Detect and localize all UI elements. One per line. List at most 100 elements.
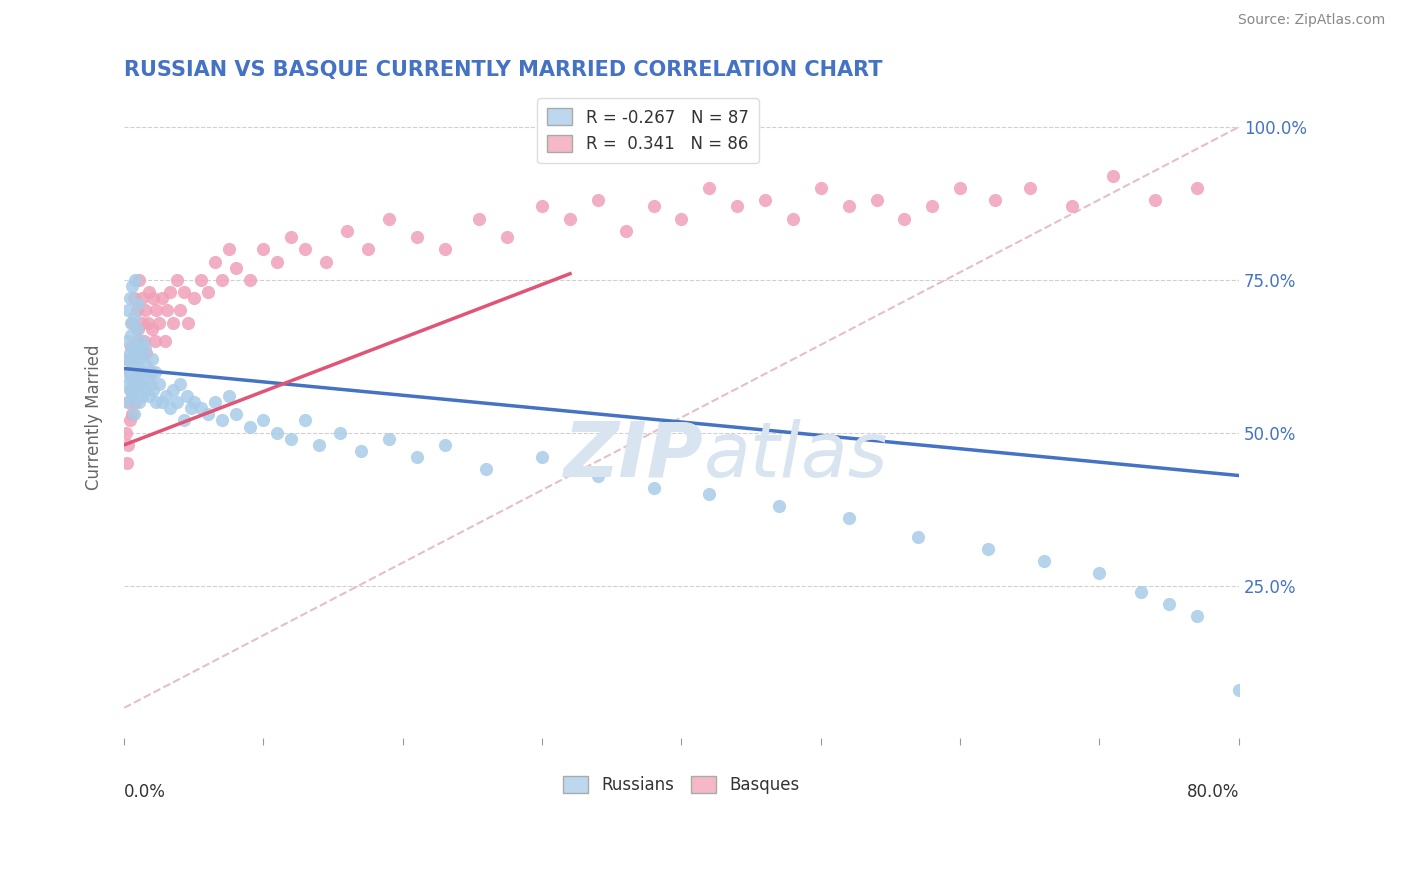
Point <box>252 413 274 427</box>
Point <box>148 316 170 330</box>
Point <box>124 352 146 367</box>
Point <box>135 346 157 360</box>
Point <box>1144 194 1167 208</box>
Point <box>127 322 149 336</box>
Point <box>136 316 159 330</box>
Point <box>120 327 142 342</box>
Point <box>162 316 184 330</box>
Point <box>143 365 166 379</box>
Point <box>127 297 149 311</box>
Point <box>907 530 929 544</box>
Point <box>128 273 150 287</box>
Point <box>145 395 167 409</box>
Point <box>134 303 156 318</box>
Point <box>1088 566 1111 581</box>
Point <box>643 481 665 495</box>
Point <box>131 291 153 305</box>
Point <box>173 285 195 299</box>
Point <box>121 389 143 403</box>
Point <box>183 395 205 409</box>
Point <box>115 376 138 391</box>
Point <box>125 334 148 348</box>
Point <box>117 395 139 409</box>
Point <box>238 273 260 287</box>
Point <box>125 303 148 318</box>
Point <box>166 273 188 287</box>
Point <box>405 230 427 244</box>
Point <box>697 181 720 195</box>
Point <box>131 346 153 360</box>
Point <box>139 365 162 379</box>
Point <box>984 194 1007 208</box>
Point <box>197 285 219 299</box>
Point <box>134 340 156 354</box>
Point <box>122 376 145 391</box>
Point <box>218 242 240 256</box>
Point <box>177 316 200 330</box>
Point <box>531 450 554 465</box>
Point <box>159 285 181 299</box>
Point <box>180 401 202 416</box>
Point <box>118 383 141 397</box>
Point <box>118 365 141 379</box>
Point <box>159 401 181 416</box>
Point <box>614 224 637 238</box>
Point <box>1102 169 1125 183</box>
Point <box>124 352 146 367</box>
Point <box>838 511 860 525</box>
Point <box>810 181 832 195</box>
Point <box>162 383 184 397</box>
Point <box>197 408 219 422</box>
Point <box>135 359 157 373</box>
Point <box>114 352 136 367</box>
Point <box>1060 199 1083 213</box>
Point <box>329 425 352 440</box>
Text: Source: ZipAtlas.com: Source: ZipAtlas.com <box>1237 13 1385 28</box>
Point <box>173 413 195 427</box>
Point <box>155 389 177 403</box>
Point <box>114 425 136 440</box>
Point <box>115 456 138 470</box>
Point <box>166 395 188 409</box>
Text: 0.0%: 0.0% <box>124 783 166 801</box>
Point <box>141 352 163 367</box>
Point <box>145 303 167 318</box>
Point <box>124 383 146 397</box>
Point <box>124 395 146 409</box>
Point <box>294 413 316 427</box>
Point <box>136 370 159 384</box>
Point <box>143 334 166 348</box>
Point <box>357 242 380 256</box>
Point <box>586 194 609 208</box>
Point <box>754 194 776 208</box>
Point <box>118 413 141 427</box>
Point <box>211 273 233 287</box>
Point <box>697 487 720 501</box>
Point <box>131 389 153 403</box>
Point <box>148 376 170 391</box>
Point <box>150 395 173 409</box>
Point <box>1032 554 1054 568</box>
Text: atlas: atlas <box>704 419 889 493</box>
Point <box>725 199 748 213</box>
Point <box>204 254 226 268</box>
Point <box>1018 181 1040 195</box>
Point <box>115 334 138 348</box>
Point <box>294 242 316 256</box>
Point <box>204 395 226 409</box>
Point <box>120 383 142 397</box>
Point <box>921 199 943 213</box>
Point <box>768 499 790 513</box>
Point <box>280 230 302 244</box>
Point <box>129 346 152 360</box>
Point <box>893 211 915 226</box>
Point <box>225 408 247 422</box>
Point <box>336 224 359 238</box>
Point <box>124 273 146 287</box>
Point <box>475 462 498 476</box>
Point <box>1185 181 1208 195</box>
Point <box>141 322 163 336</box>
Point <box>225 260 247 275</box>
Point <box>280 432 302 446</box>
Point <box>156 303 179 318</box>
